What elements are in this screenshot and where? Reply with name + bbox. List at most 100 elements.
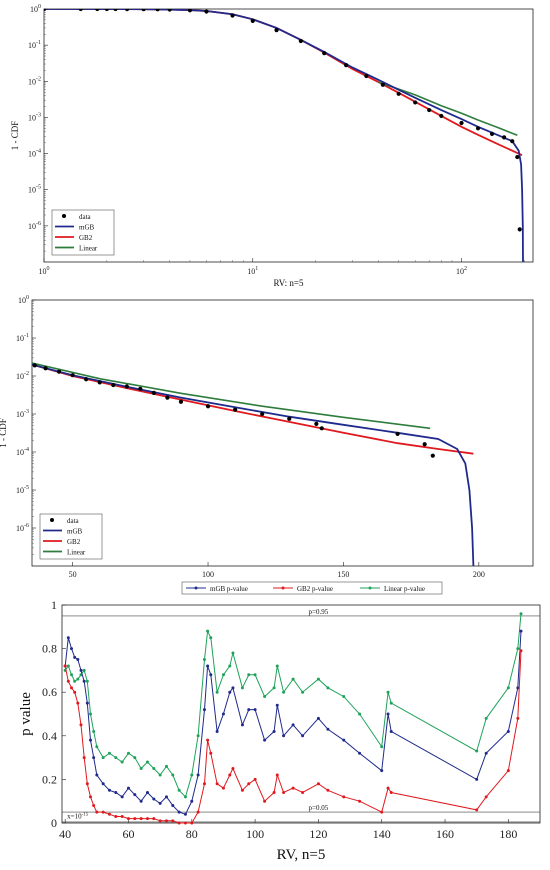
data-point: [164, 795, 168, 799]
data-point: [516, 686, 520, 690]
data-point: [427, 107, 432, 113]
data-point: [133, 756, 137, 760]
data-point: [475, 126, 481, 131]
data-point: [196, 734, 200, 738]
data-point: [287, 416, 292, 421]
data-point: [196, 810, 200, 814]
data-point: [314, 421, 319, 426]
legend-marker: [368, 586, 372, 590]
plot-area: [61, 604, 541, 824]
x-tick-label: 180: [499, 827, 517, 841]
data-point: [113, 9, 118, 12]
data-point: [247, 673, 251, 677]
data-point: [358, 751, 362, 755]
y-tick-label: 1: [51, 598, 57, 612]
data-point: [133, 817, 137, 821]
data-point: [78, 9, 83, 12]
legend-box: [181, 581, 443, 595]
x-tick-label: 101: [247, 266, 258, 276]
y-tick-label: 10-3: [28, 112, 41, 122]
data-point: [319, 426, 324, 431]
data-point: [183, 821, 187, 825]
data-point: [164, 764, 168, 768]
data-point: [422, 442, 427, 447]
pvalue-panel: mGB p-value GB2 p-value Linear p-value 0 0.2…: [18, 581, 541, 863]
data-point: [70, 373, 75, 378]
data-point: [231, 651, 235, 655]
data-point: [430, 453, 435, 458]
x-tick-label: 80: [186, 827, 198, 841]
data-point: [145, 790, 149, 794]
legend-label: GB2: [79, 234, 93, 242]
legend: data mGB GB2 Linear: [51, 209, 115, 256]
data-point: [126, 817, 130, 821]
data-point: [459, 120, 464, 126]
data-point: [183, 795, 187, 799]
data-point: [215, 782, 219, 786]
data-point: [209, 751, 213, 755]
data-point: [342, 738, 346, 742]
data-point: [183, 812, 187, 816]
data-point: [517, 227, 522, 232]
data-point: [386, 690, 390, 694]
data-point: [228, 690, 232, 694]
data-point: [73, 679, 77, 683]
y-tick-label: 0.8: [42, 642, 57, 656]
annotation: p=0.05: [309, 804, 329, 812]
data-point: [322, 51, 327, 56]
legend-label: data: [79, 213, 92, 221]
data-point: [95, 9, 100, 12]
data-point: [66, 679, 70, 683]
x-tick-label: 160: [436, 827, 454, 841]
y-tick-label: 0.2: [42, 772, 57, 786]
data-point: [120, 795, 124, 799]
data-point: [395, 431, 400, 436]
x-tick-label: 100: [202, 570, 214, 579]
data-point: [92, 804, 96, 808]
data-point: [152, 797, 156, 801]
legend: data mGB GB2 Linear: [39, 513, 103, 560]
x-tick-label: 150: [337, 570, 349, 579]
data-point: [342, 695, 346, 699]
data-point: [389, 790, 393, 794]
data-point: [247, 708, 251, 712]
data-point: [475, 749, 479, 753]
data-point: [272, 729, 276, 733]
data-point: [84, 377, 89, 382]
data-point: [231, 767, 235, 770]
data-point: [32, 363, 37, 368]
y-axis-label: 1 - CDF: [10, 121, 20, 151]
data-point: [380, 810, 384, 814]
data-point: [88, 712, 92, 716]
data-point: [196, 773, 200, 777]
y-tick-label: 10-5: [16, 485, 29, 495]
data-point: [519, 649, 523, 653]
y-tick-label: 0.6: [42, 685, 57, 699]
data-point: [76, 701, 80, 705]
data-point: [69, 647, 73, 651]
data-point: [316, 716, 320, 720]
legend-marker: [281, 586, 285, 590]
x-tick-label: 100: [39, 266, 50, 276]
data-point: [92, 729, 96, 733]
series-line-mGB: [32, 363, 475, 566]
data-point: [79, 723, 83, 727]
data-point: [124, 384, 129, 389]
data-point: [475, 808, 479, 812]
data-point: [209, 673, 213, 677]
x-axis-label: RV, n=5: [277, 847, 326, 863]
data-point: [164, 819, 168, 823]
data-point: [171, 804, 175, 808]
data-point: [215, 690, 219, 694]
data-point: [95, 745, 99, 749]
data-point: [152, 767, 156, 770]
cdf-panel-2: 10010-110-210-310-410-510-650100150200RV…: [0, 295, 534, 592]
data-point: [230, 13, 235, 18]
data-point: [233, 407, 238, 412]
data-point: [111, 382, 116, 388]
data-point: [506, 686, 510, 690]
data-point: [151, 390, 156, 395]
data-point: [274, 28, 279, 33]
data-point: [204, 9, 209, 14]
legend-label: GB2: [67, 538, 81, 546]
